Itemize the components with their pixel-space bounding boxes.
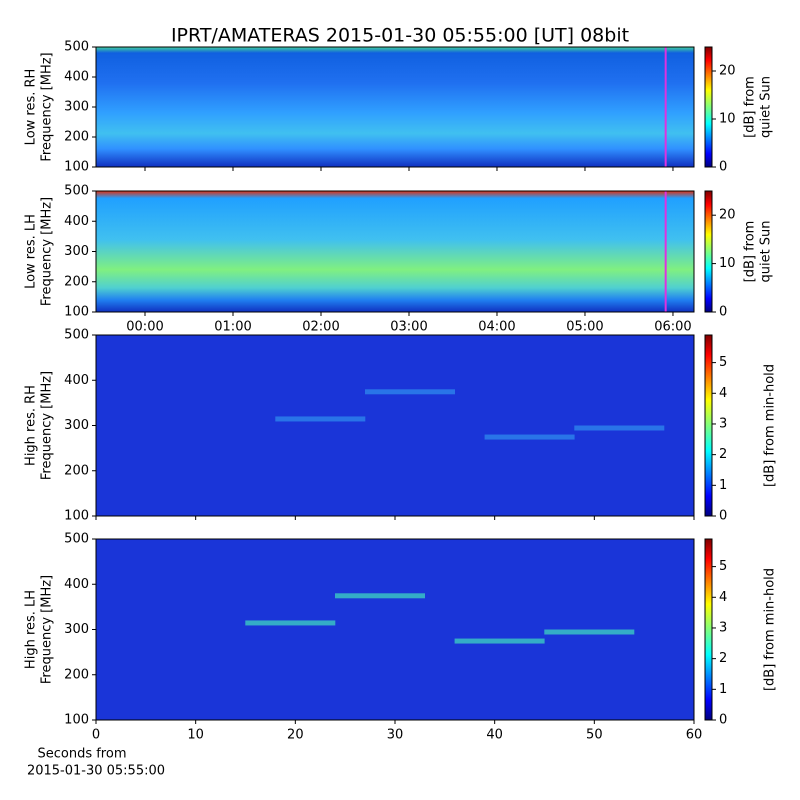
y-axis-label: Frequency [MHz] — [40, 575, 55, 684]
burst-band — [365, 389, 455, 395]
colorbar-label: quiet Sun — [759, 76, 774, 138]
x-tick-label: 01:00 — [214, 320, 251, 335]
colorbar — [704, 190, 713, 313]
y-tick-label: 100 — [64, 305, 89, 320]
burst-band — [574, 425, 665, 431]
y-tick-label: 500 — [64, 40, 89, 55]
y-axis-label: Low res. LH — [24, 214, 39, 289]
x-tick-label: 05:00 — [566, 320, 603, 335]
burst-band — [484, 434, 575, 440]
figure-title: IPRT/AMATERAS 2015-01-30 05:55:00 [UT] 0… — [171, 25, 629, 47]
y-tick-label: 300 — [64, 100, 89, 115]
x-tick-label: 03:00 — [390, 320, 427, 335]
x-tick-label: 60 — [686, 728, 703, 743]
y-tick-label: 200 — [64, 274, 89, 289]
colorbar-tick-label: 10 — [719, 112, 736, 127]
y-axis-label: Frequency [MHz] — [40, 197, 55, 306]
colorbar-tick-label: 5 — [719, 559, 727, 574]
colorbar-tick-label: 4 — [719, 590, 727, 605]
colorbar-label: [dB] from min-hold — [763, 568, 778, 691]
colorbar — [704, 46, 713, 168]
colorbar-label: [dB] from — [743, 221, 758, 283]
burst-band — [245, 620, 336, 626]
y-axis-label: High res. RH — [24, 385, 39, 466]
y-tick-label: 400 — [64, 70, 89, 85]
colorbar-tick-label: 2 — [719, 447, 727, 462]
x-axis-label: 2015-01-30 05:55:00 — [27, 764, 165, 779]
colorbar-tick-label: 5 — [719, 355, 727, 370]
colorbar-label: [dB] from min-hold — [763, 364, 778, 487]
y-tick-label: 500 — [64, 532, 89, 547]
y-axis-label: High res. LH — [24, 590, 39, 669]
y-tick-label: 400 — [64, 577, 89, 592]
colorbar-tick-label: 4 — [719, 386, 727, 401]
y-tick-label: 300 — [64, 244, 89, 259]
y-axis-label: Low res. RH — [24, 69, 39, 146]
y-tick-label: 400 — [64, 373, 89, 388]
colorbar-tick-label: 0 — [719, 160, 727, 175]
y-tick-label: 500 — [64, 184, 89, 199]
colorbar-tick-label: 0 — [719, 305, 727, 320]
burst-band — [275, 416, 366, 422]
burst-band — [544, 629, 635, 635]
x-tick-label: 00:00 — [126, 320, 163, 335]
x-tick-label: 40 — [486, 728, 503, 743]
burst-band — [454, 638, 545, 644]
y-tick-label: 300 — [64, 622, 89, 637]
x-tick-label: 0 — [92, 728, 100, 743]
y-axis-label: Frequency [MHz] — [40, 52, 55, 161]
colorbar — [704, 538, 713, 721]
y-tick-label: 100 — [64, 509, 89, 524]
colorbar — [704, 334, 713, 517]
x-tick-label: 30 — [387, 728, 404, 743]
y-axis-label: Frequency [MHz] — [40, 371, 55, 480]
colorbar-tick-label: 3 — [719, 620, 727, 635]
colorbar-label: quiet Sun — [759, 220, 774, 282]
colorbar-tick-label: 2 — [719, 651, 727, 666]
x-tick-label: 10 — [187, 728, 204, 743]
colorbar-tick-label: 1 — [719, 682, 727, 697]
y-tick-label: 100 — [64, 713, 89, 728]
y-tick-label: 100 — [64, 160, 89, 175]
colorbar-tick-label: 10 — [719, 256, 736, 271]
spectrogram — [96, 47, 694, 167]
colorbar-tick-label: 0 — [719, 509, 727, 524]
colorbar-tick-label: 3 — [719, 416, 727, 431]
colorbar-label: [dB] from — [743, 76, 758, 138]
colorbar-tick-label: 20 — [719, 208, 736, 223]
x-axis-label: Seconds from — [37, 747, 126, 762]
y-tick-label: 400 — [64, 214, 89, 229]
y-tick-label: 200 — [64, 667, 89, 682]
y-tick-label: 300 — [64, 418, 89, 433]
x-tick-label: 06:00 — [654, 320, 691, 335]
colorbar-tick-label: 20 — [719, 64, 736, 79]
spectrogram — [96, 191, 694, 312]
burst-band — [335, 593, 425, 599]
x-tick-label: 04:00 — [478, 320, 515, 335]
colorbar-tick-label: 0 — [719, 713, 727, 728]
colorbar-tick-label: 1 — [719, 478, 727, 493]
y-tick-label: 200 — [64, 463, 89, 478]
x-tick-label: 02:00 — [302, 320, 339, 335]
y-tick-label: 200 — [64, 130, 89, 145]
x-tick-label: 20 — [287, 728, 304, 743]
y-tick-label: 500 — [64, 328, 89, 343]
x-tick-label: 50 — [586, 728, 603, 743]
